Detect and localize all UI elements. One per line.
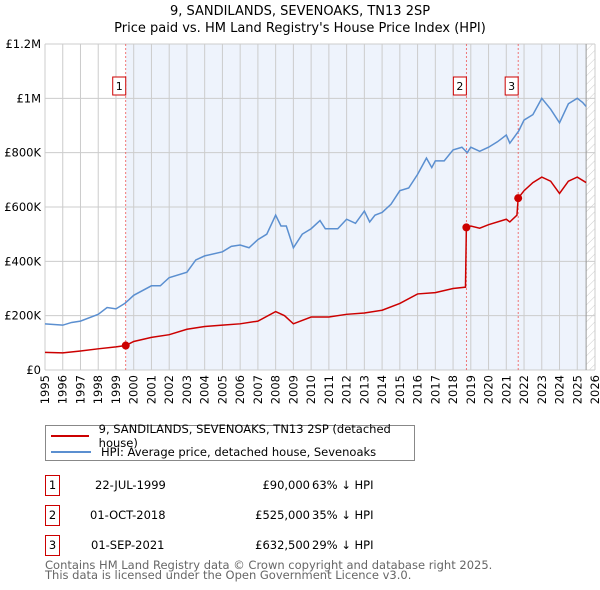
y-tick-label: £1.2M bbox=[5, 37, 41, 51]
x-tick-label: 2013 bbox=[357, 375, 371, 404]
sale-date: 22-JUL-1999 bbox=[95, 478, 166, 492]
x-tick-label: 2005 bbox=[215, 375, 229, 404]
series-line bbox=[44, 96, 587, 326]
sale-point bbox=[514, 194, 523, 203]
table-row: 1 22-JUL-1999 £90,000 63% ↓ HPI bbox=[45, 475, 465, 496]
x-tick-label: 2020 bbox=[482, 375, 496, 404]
x-tick-label: 2025 bbox=[570, 375, 584, 404]
y-tick-label: £400K bbox=[4, 254, 41, 268]
sale-marker: 1 bbox=[45, 475, 60, 496]
sale-price: £525,000 bbox=[255, 508, 310, 522]
x-tick-label: 2002 bbox=[162, 375, 176, 404]
x-tick-label: 2010 bbox=[304, 375, 318, 404]
legend-label: HPI: Average price, detached house, Seve… bbox=[101, 445, 377, 459]
chart-subtitle: Price paid vs. HM Land Registry's House … bbox=[114, 21, 486, 36]
sale-label-box bbox=[112, 76, 127, 96]
sale-label: 3 bbox=[508, 80, 515, 93]
chart-title: 9, SANDILANDS, SEVENOAKS, TN13 2SP bbox=[169, 4, 431, 19]
x-tick-label: 1999 bbox=[109, 375, 123, 404]
sale-hpi-diff: 29% ↓ HPI bbox=[312, 538, 374, 552]
x-tick-label: 2000 bbox=[127, 375, 141, 404]
y-tick-label: £0 bbox=[26, 363, 41, 377]
sale-point bbox=[462, 223, 471, 232]
series-line bbox=[44, 176, 587, 354]
x-tick-label: 2023 bbox=[535, 375, 549, 404]
y-tick-label: £800K bbox=[4, 146, 41, 160]
y-tick-label: £600K bbox=[4, 200, 41, 214]
y-tick-label: £1M bbox=[16, 91, 41, 105]
legend-swatch bbox=[51, 435, 89, 437]
footer-line: Contains HM Land Registry data © Crown c… bbox=[45, 558, 493, 572]
x-tick-label: 2016 bbox=[411, 375, 425, 404]
x-tick-label: 1995 bbox=[38, 375, 52, 404]
x-tick-label: 2006 bbox=[233, 375, 247, 404]
x-tick-label: 2001 bbox=[144, 375, 158, 404]
price-chart: 1995 1996 1997 1998 1999 2000 2001 2002 2003 2004… bbox=[4, 37, 600, 404]
x-tick-label: 2014 bbox=[375, 375, 389, 404]
sale-marker: 3 bbox=[45, 535, 60, 556]
footer-line: This data is licensed under the Open Gov… bbox=[45, 568, 412, 582]
table-row: 3 01-SEP-2021 £632,500 29% ↓ HPI bbox=[45, 535, 465, 556]
table-row: 2 01-OCT-2018 £525,000 35% ↓ HPI bbox=[45, 505, 465, 526]
y-tick-label: £200K bbox=[4, 309, 41, 323]
sale-label: 2 bbox=[456, 80, 463, 93]
sale-label-box bbox=[452, 76, 467, 96]
legend-swatch bbox=[51, 451, 91, 453]
sale-label-box bbox=[504, 76, 519, 96]
x-tick-label: 2012 bbox=[340, 375, 354, 404]
x-tick-label: 2009 bbox=[286, 375, 300, 404]
x-tick-label: 2007 bbox=[251, 375, 265, 404]
sale-date: 01-OCT-2018 bbox=[90, 508, 166, 522]
x-tick-label: 1998 bbox=[91, 375, 105, 404]
x-tick-label: 2026 bbox=[588, 375, 600, 404]
sale-date: 01-SEP-2021 bbox=[91, 538, 165, 552]
x-tick-label: 2011 bbox=[322, 375, 336, 404]
sale-price: £632,500 bbox=[255, 538, 310, 552]
sale-hpi-diff: 35% ↓ HPI bbox=[312, 508, 374, 522]
sale-marker: 2 bbox=[45, 505, 60, 526]
x-tick-label: 2004 bbox=[198, 375, 212, 404]
x-tick-label: 2021 bbox=[499, 375, 513, 404]
x-tick-label: 2017 bbox=[428, 375, 442, 404]
sale-point bbox=[121, 341, 130, 350]
footer: Contains HM Land Registry data © Crown c… bbox=[45, 558, 493, 582]
x-tick-label: 2008 bbox=[269, 375, 283, 404]
x-tick-label: 1997 bbox=[73, 375, 87, 404]
sale-price: £90,000 bbox=[262, 478, 310, 492]
x-tick-label: 2018 bbox=[446, 375, 460, 404]
x-tick-label: 2019 bbox=[464, 375, 478, 404]
legend-item-property: 9, SANDILANDS, SEVENOAKS, TN13 2SP (deta… bbox=[51, 422, 414, 450]
sale-label: 1 bbox=[116, 80, 123, 93]
x-tick-label: 2024 bbox=[553, 375, 567, 404]
x-tick-label: 2022 bbox=[517, 375, 531, 404]
legend-label: 9, SANDILANDS, SEVENOAKS, TN13 2SP (deta… bbox=[98, 422, 391, 450]
x-tick-label: 1996 bbox=[56, 375, 70, 404]
x-tick-label: 2003 bbox=[180, 375, 194, 404]
legend: 9, SANDILANDS, SEVENOAKS, TN13 2SP (deta… bbox=[45, 422, 415, 461]
legend-item-hpi: HPI: Average price, detached house, Seve… bbox=[51, 445, 376, 459]
x-tick-label: 2015 bbox=[393, 375, 407, 404]
sale-hpi-diff: 63% ↓ HPI bbox=[312, 478, 374, 492]
